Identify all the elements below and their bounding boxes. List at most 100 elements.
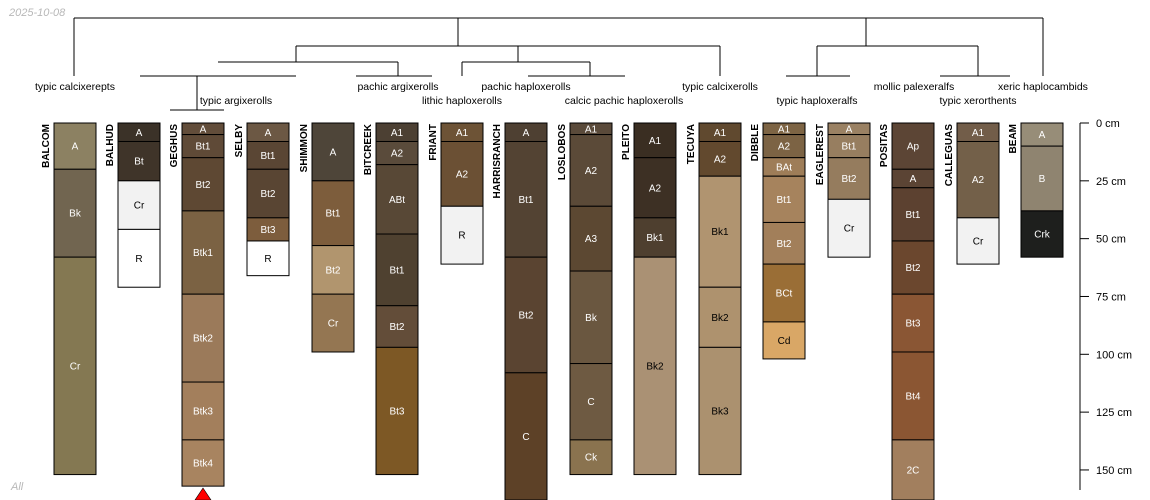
horizon-label: A1 [649, 136, 662, 147]
horizon-label: Btk2 [193, 334, 213, 345]
horizon-block [891, 293, 935, 353]
profile-name: SELBY [234, 124, 245, 158]
horizon-bt1: Bt1 [181, 134, 225, 159]
horizon-cr: Cr [53, 256, 97, 476]
horizon-label: Bt [134, 157, 144, 168]
horizon-block [53, 256, 97, 476]
horizon-a: A [827, 122, 871, 135]
horizon-label: Bt2 [841, 174, 856, 185]
horizon-label: A1 [714, 128, 727, 139]
horizon-label: Bk1 [711, 227, 729, 238]
horizon-a: A [311, 122, 355, 182]
horizon-block [311, 122, 355, 182]
horizon-label: Cr [973, 236, 984, 247]
horizon-block [181, 210, 225, 295]
horizon-cr: Cr [311, 293, 355, 353]
horizon-label: Btk1 [193, 248, 213, 259]
horizon-block [762, 175, 806, 223]
horizon-a: A [246, 122, 290, 143]
profile-tecuya: TECUYA A1 A2 Bk1 Bk2 Bk3 [686, 122, 742, 476]
horizon-label: A2 [649, 183, 662, 194]
horizon-label: A2 [391, 149, 404, 160]
horizon-block [762, 321, 806, 360]
horizon-label: Ck [585, 453, 598, 464]
horizon-label: A1 [585, 124, 598, 135]
profile-name: SHIMMON [299, 124, 310, 172]
dendrogram-label: typic calcixerepts [35, 81, 115, 93]
profile-eaglerest: EAGLEREST A Bt1 Bt2 Cr [815, 122, 871, 258]
horizon-bk2: Bk2 [698, 286, 742, 348]
horizon-label: Bt2 [518, 310, 533, 321]
horizon-label: Bt1 [518, 195, 533, 206]
horizon-label: A [265, 128, 272, 139]
horizon-label: A2 [714, 154, 727, 165]
profile-calleguas: CALLEGUAS A1 A2 Cr [944, 122, 1000, 265]
horizon-label: Cr [70, 361, 81, 372]
profile-shimmon: SHIMMON A Bt1 Bt2 Cr [299, 122, 355, 353]
horizon-bt2: Bt2 [311, 245, 355, 295]
horizon-block [440, 205, 484, 265]
horizon-block [311, 245, 355, 295]
profile-loslobos: LOSLOBOS A1 A2 A3 Bk C Ck [557, 122, 613, 476]
horizon-bt3: Bt3 [375, 346, 419, 476]
horizon-label: Bt2 [260, 189, 275, 200]
profile-name: POSITAS [879, 124, 890, 167]
horizon-block [891, 187, 935, 242]
horizon-a1: A1 [633, 122, 677, 159]
profile-name: FRIANT [428, 124, 439, 161]
horizon-block [569, 134, 613, 207]
horizon-block [633, 217, 677, 258]
horizon-bt2: Bt2 [891, 240, 935, 295]
horizon-label: Bt1 [841, 142, 856, 153]
dendrogram-label: xeric haplocambids [998, 81, 1088, 93]
horizon-a1: A1 [698, 122, 742, 143]
horizon-btk3: Btk3 [181, 381, 225, 441]
horizon-label: Bt3 [905, 319, 920, 330]
horizon-label: Bt2 [389, 322, 404, 333]
horizon-bt1: Bt1 [827, 134, 871, 159]
horizon-a2: A2 [633, 157, 677, 219]
horizon-label: A2 [972, 175, 985, 186]
horizon-block [375, 346, 419, 476]
horizon-block [956, 217, 1000, 265]
dendrogram-label: typic argixerolls [200, 95, 272, 107]
horizon-label: Bt4 [905, 391, 920, 402]
horizon-block [827, 198, 871, 258]
horizon-label: 2C [907, 465, 920, 476]
profile-name: CALLEGUAS [944, 124, 955, 187]
dendrogram-label: pachic haploxerolls [481, 81, 570, 93]
horizon-cr: Cr [956, 217, 1000, 265]
dendrogram-label: typic xerorthents [939, 95, 1016, 107]
profile-geghus: GEGHUS A Bt1 Bt2 Btk1 Btk2 Btk3 Btk4 [169, 122, 225, 487]
horizon-ck: Ck [569, 439, 613, 476]
profile-name: BALCOM [41, 124, 52, 168]
horizon-block [246, 240, 290, 277]
horizon-label: Bt1 [776, 195, 791, 206]
depth-tick-label: 125 cm [1096, 407, 1132, 419]
dendrogram-label: typic haploxeralfs [776, 95, 857, 107]
horizon-block [375, 305, 419, 348]
horizon-bt1: Bt1 [311, 180, 355, 247]
horizon-label: Bk [69, 209, 82, 220]
dendrogram: typic calcixerepts typic argixerolls pachi… [35, 17, 1088, 111]
horizon-bat: BAt [762, 157, 806, 177]
horizon-label: Btk4 [193, 459, 213, 470]
horizon-bt1: Bt1 [762, 175, 806, 223]
horizon-b: B [1020, 145, 1064, 212]
horizon-label: Cr [328, 319, 339, 330]
horizon-block [117, 228, 161, 288]
horizon-bt1: Bt1 [891, 187, 935, 242]
horizon-block [633, 122, 677, 159]
horizon-label: R [135, 254, 142, 265]
horizon-block [633, 256, 677, 476]
horizon-block [375, 233, 419, 307]
horizon-a1: A1 [956, 122, 1000, 143]
profile-name: DIBBLE [750, 124, 761, 162]
horizon-bt2: Bt2 [827, 157, 871, 200]
horizon-label: Bt1 [905, 210, 920, 221]
horizon-r: R [117, 228, 161, 288]
horizon-label: Cr [844, 224, 855, 235]
